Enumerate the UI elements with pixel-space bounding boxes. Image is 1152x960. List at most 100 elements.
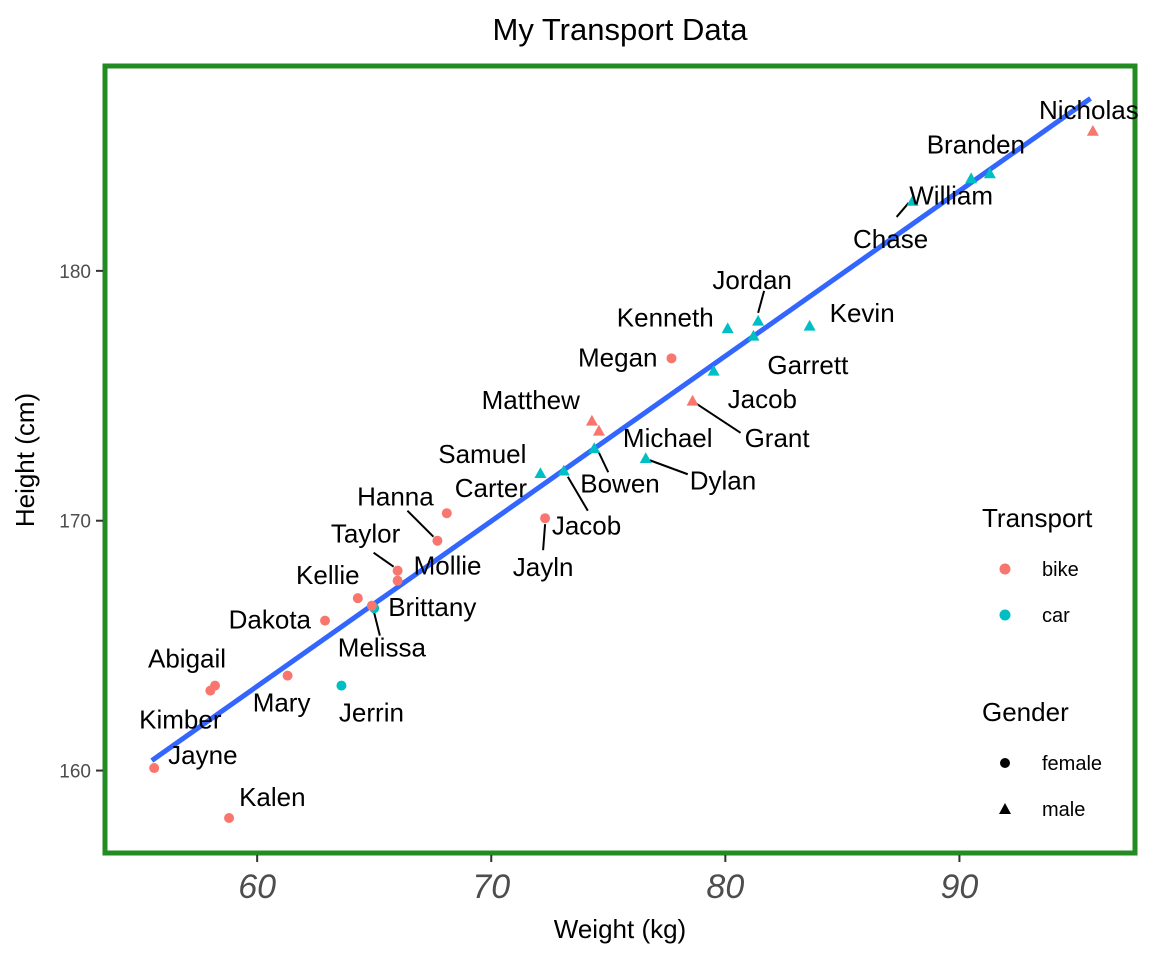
label-leader-line (373, 551, 395, 568)
y-tick-label: 180 (59, 262, 91, 283)
point-label: Jayne (168, 740, 237, 770)
trend-line-layer (150, 96, 1092, 763)
y-axis-title: Height (cm) (10, 393, 40, 527)
point-label: Taylor (331, 519, 401, 549)
point-label: Jerrin (339, 698, 404, 728)
point-label: Kimber (139, 705, 222, 735)
legend-label-car: car (1042, 605, 1070, 627)
data-point (224, 813, 235, 824)
point-label: Bowen (580, 468, 660, 498)
data-point (639, 452, 652, 464)
data-point (666, 353, 677, 364)
legend-label-male: male (1042, 799, 1085, 821)
data-point (392, 565, 403, 576)
data-point (320, 615, 331, 626)
legend-label-female: female (1042, 753, 1102, 775)
point-label: Branden (927, 129, 1025, 159)
data-point (366, 600, 377, 611)
data-point (336, 680, 347, 691)
x-tick-label: 70 (472, 868, 510, 906)
point-label: Michael (623, 423, 713, 453)
point-label: Garrett (767, 350, 849, 380)
legend: Transport bike car Gender female male (982, 503, 1102, 821)
data-point (352, 593, 363, 604)
point-label: Matthew (482, 385, 580, 415)
point-label: Brittany (388, 592, 476, 622)
data-point (721, 322, 734, 334)
x-tick-label: 90 (941, 868, 979, 906)
x-tick-label: 80 (706, 868, 744, 906)
point-label: Chase (853, 224, 928, 254)
y-tick-label: 170 (59, 512, 91, 533)
label-leader-line (566, 476, 589, 512)
data-point (432, 535, 443, 546)
x-axis-title: Weight (kg) (554, 914, 686, 944)
label-leader-line (372, 611, 381, 636)
label-leader-line (757, 290, 766, 314)
point-label: Kellie (296, 560, 360, 590)
data-point (906, 194, 919, 206)
point-label: Nicholas (1039, 95, 1139, 125)
x-tick-label: 60 (238, 868, 276, 906)
data-point (149, 763, 160, 774)
data-point (707, 364, 720, 376)
label-leader-line (542, 524, 547, 551)
points-layer (149, 124, 1099, 824)
point-label: Kenneth (617, 302, 714, 332)
data-point (392, 575, 403, 586)
point-label: Hanna (357, 482, 434, 512)
plot-panel-border (102, 63, 1138, 856)
label-leader-line (406, 509, 435, 538)
point-labels-layer: Nicholas Branden William Chase Jordan Kenneth… (139, 95, 1139, 812)
point-label: Jordan (712, 265, 792, 295)
data-point (747, 329, 760, 341)
point-label: Megan (578, 342, 658, 372)
x-axis: 60 70 80 90 (238, 855, 978, 906)
legend-title-gender: Gender (982, 697, 1069, 727)
point-label: Mary (253, 688, 311, 718)
data-point (803, 319, 816, 331)
label-leader-line (597, 450, 610, 473)
data-point (1086, 124, 1099, 136)
point-label: Kevin (830, 298, 895, 328)
point-label: William (909, 180, 993, 210)
data-point (534, 467, 547, 479)
data-point (588, 442, 601, 454)
data-point (752, 314, 765, 326)
legend-key-male (999, 803, 1011, 814)
data-point (983, 167, 996, 179)
label-leader-line (895, 202, 910, 218)
data-point (540, 513, 551, 524)
data-point (592, 424, 605, 436)
point-label: Dylan (690, 465, 756, 495)
label-leader-layer (372, 202, 910, 636)
point-label: Kalen (239, 782, 306, 812)
point-label: Mollie (414, 551, 482, 581)
data-point (205, 685, 216, 696)
legend-label-bike: bike (1042, 559, 1079, 581)
point-label: Samuel (438, 439, 526, 469)
label-leader-line (649, 459, 689, 476)
label-leader-line (696, 402, 742, 434)
chart-title: My Transport Data (493, 12, 749, 47)
data-point (585, 414, 598, 426)
point-label: Melissa (338, 633, 427, 663)
point-label: Carter (455, 473, 528, 503)
legend-key-female (1000, 758, 1010, 768)
y-axis: 160 170 180 (59, 262, 103, 783)
point-label: Grant (745, 423, 811, 453)
data-point (686, 394, 699, 406)
point-label: Jacob (552, 511, 621, 541)
legend-key-bike (999, 563, 1011, 575)
point-label: Jayln (513, 552, 574, 582)
legend-title-transport: Transport (982, 503, 1093, 533)
point-label: Jacob (728, 384, 797, 414)
point-label: Abigail (148, 644, 226, 674)
data-point (965, 172, 978, 184)
data-point (441, 508, 452, 519)
point-label: Dakota (229, 605, 312, 635)
data-point (557, 464, 570, 476)
y-tick-label: 160 (59, 762, 91, 783)
legend-key-car (999, 609, 1011, 621)
